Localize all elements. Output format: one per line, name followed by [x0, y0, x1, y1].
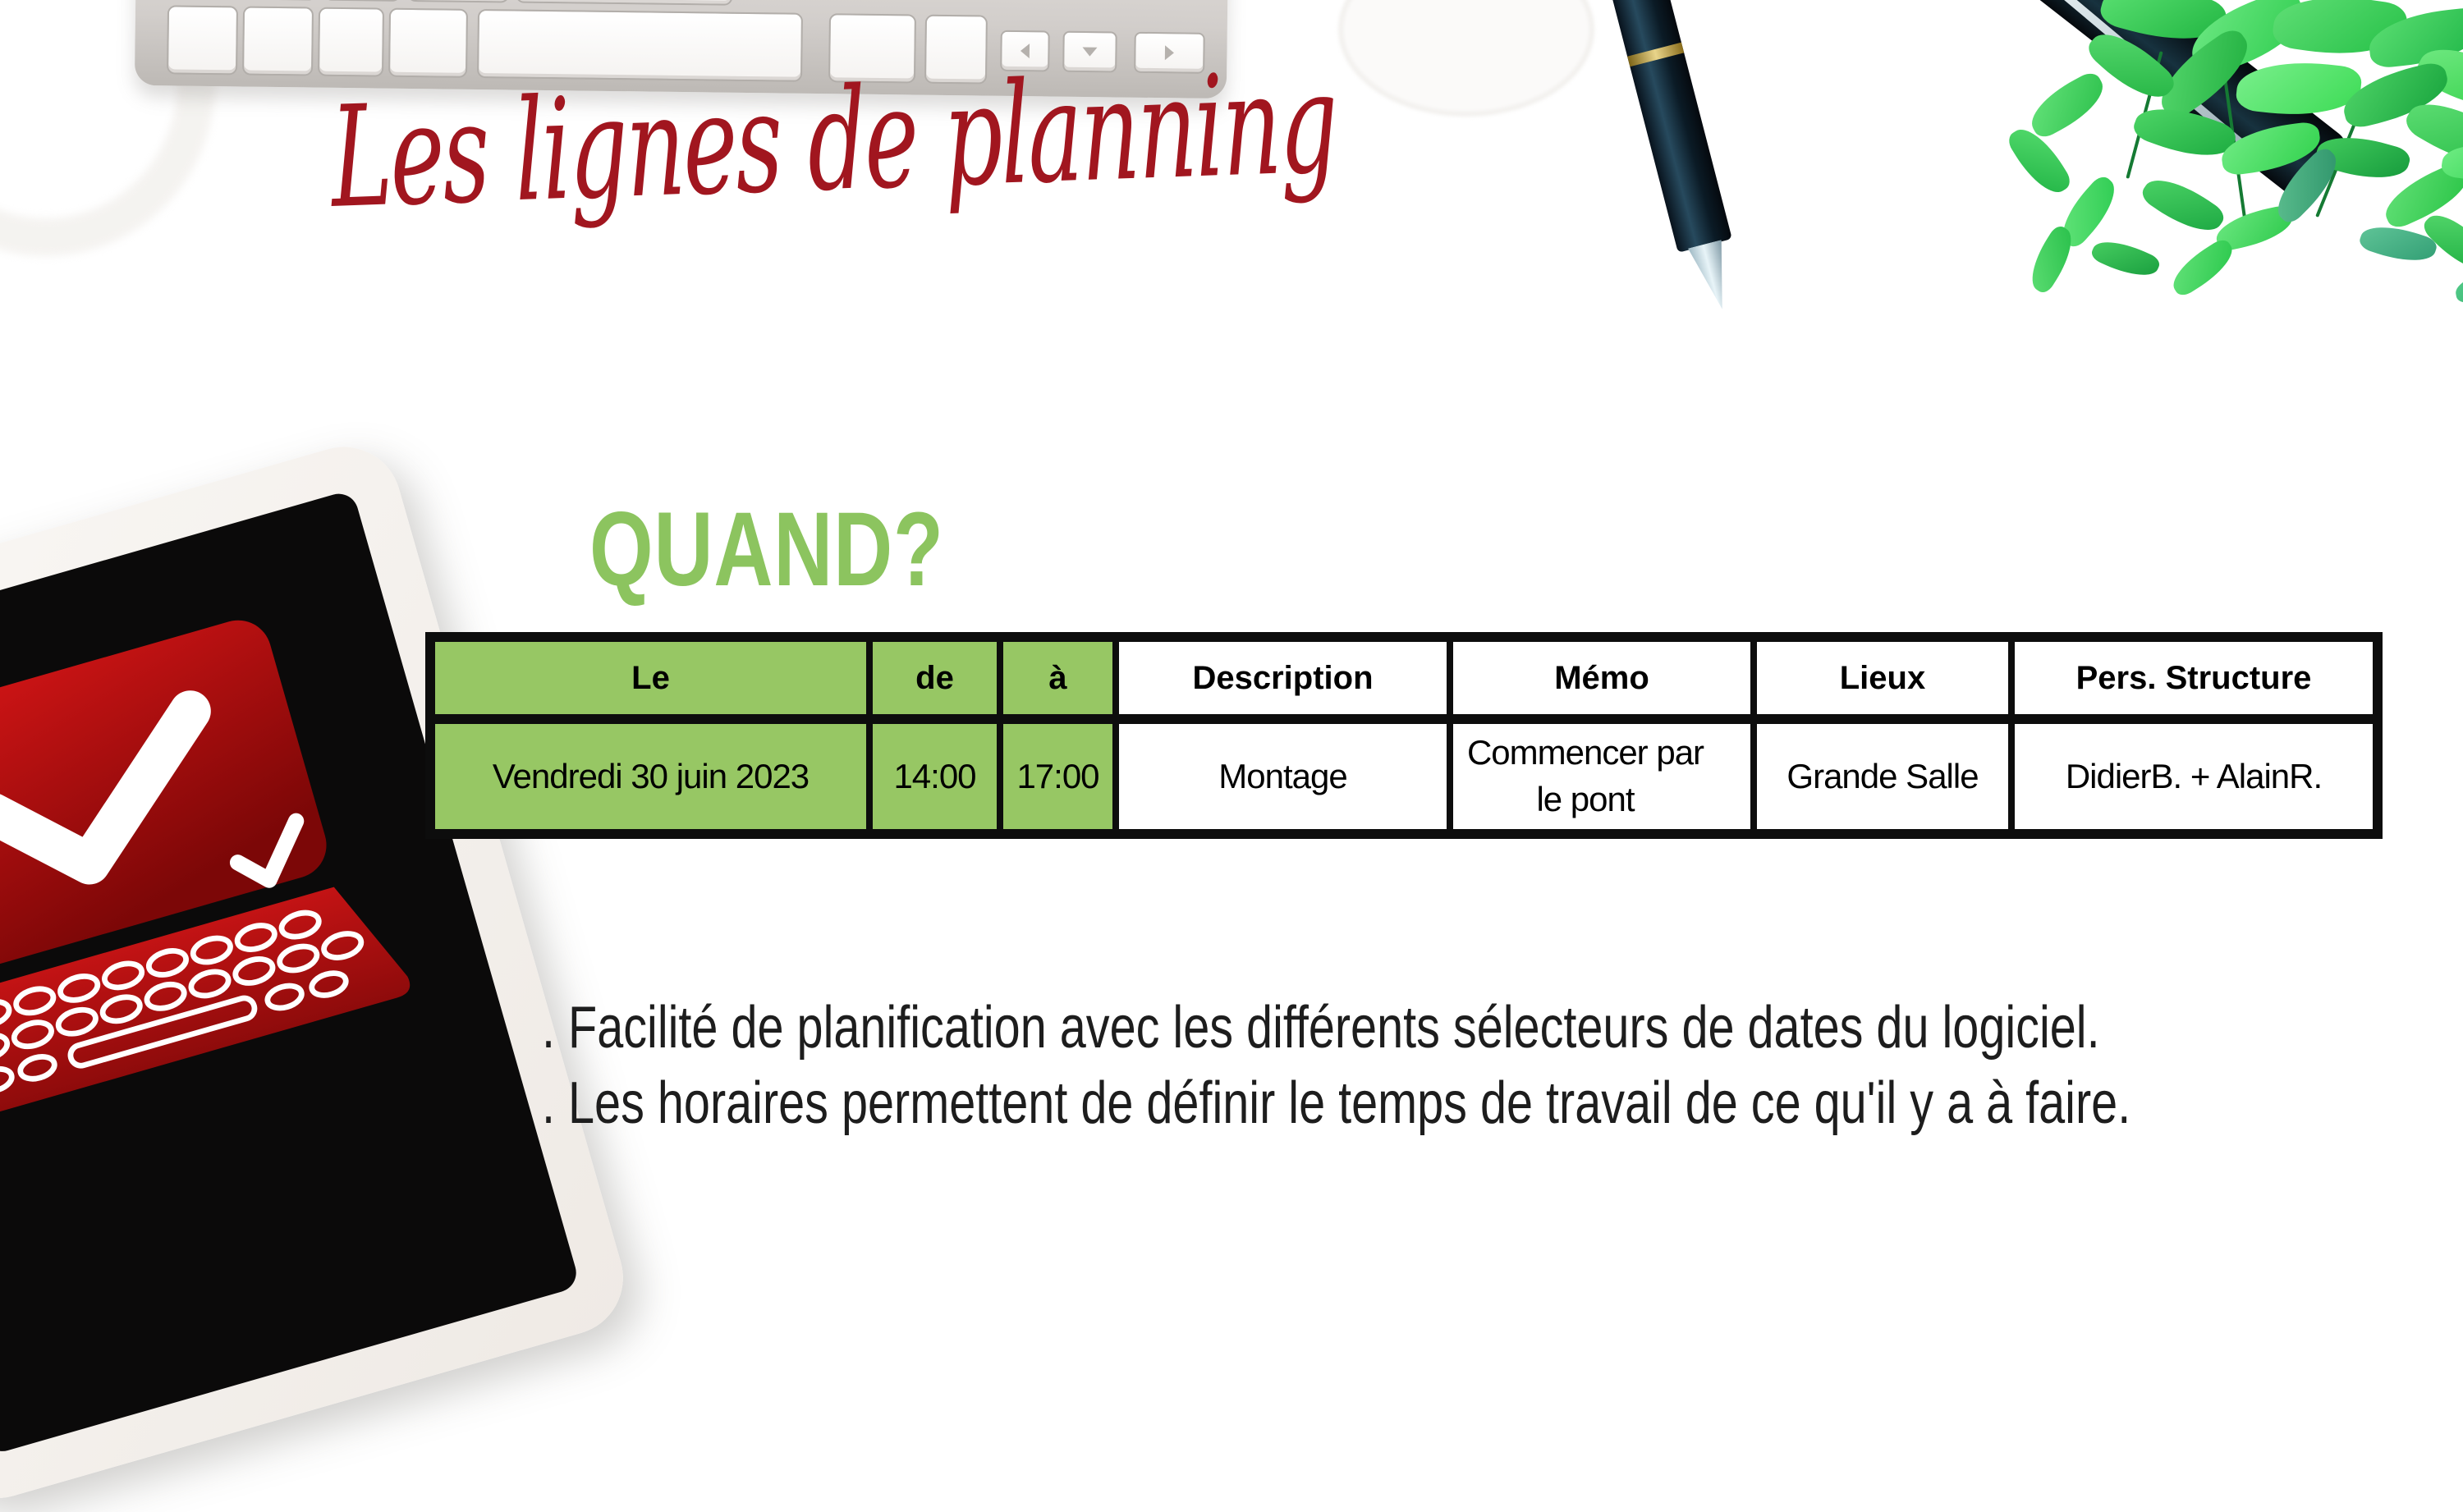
page-title: Les lignes de planning	[328, 42, 1339, 240]
pen-band	[1627, 42, 1685, 67]
cell-date: Vendredi 30 juin 2023	[427, 716, 873, 837]
note-line-1: . Facilité de planification avec les dif…	[542, 995, 2100, 1061]
col-header-lieux: Lieux	[1750, 634, 2015, 724]
table-row: Vendredi 30 juin 2023 14:00 17:00 Montag…	[427, 716, 2381, 837]
table-header-row: Le de à Description Mémo Lieux Pers. Str…	[427, 634, 2381, 724]
col-header-a: à	[997, 634, 1119, 724]
keyboard-key	[240, 0, 319, 1]
memo-text: Commencer par le pont	[1466, 733, 1704, 818]
col-header-le: Le	[427, 634, 873, 724]
col-header-pers-structure: Pers. Structure	[2008, 634, 2381, 724]
keyboard-key	[388, 7, 469, 78]
planning-app-logo	[0, 620, 410, 1120]
checkmark-small-icon	[229, 813, 305, 888]
keyboard-key	[318, 7, 385, 77]
cell-lieux: Grande Salle	[1750, 716, 2015, 837]
keyboard-key	[323, 0, 402, 2]
col-header-memo: Mémo	[1447, 634, 1757, 724]
cell-start-time: 14:00	[866, 716, 1003, 837]
logo-keyboard-keys	[0, 909, 365, 1094]
notes-list: . Facilité de planification avec les dif…	[542, 990, 2463, 1141]
note-line-2: . Les horaires permettent de définir le …	[542, 1070, 2131, 1136]
mouse-photo	[1338, 0, 1594, 117]
cell-end-time: 17:00	[997, 716, 1119, 837]
fountain-pen-photo	[1609, 0, 1732, 253]
col-header-description: Description	[1112, 634, 1453, 724]
keyboard-key	[167, 5, 239, 76]
tablet-screen	[0, 488, 581, 1456]
leaf	[2089, 231, 2163, 286]
tablet-photo	[0, 433, 637, 1512]
col-header-de: de	[866, 634, 1003, 724]
leaf	[2022, 69, 2112, 141]
section-heading: QUAND?	[589, 491, 944, 608]
leaf	[2164, 236, 2241, 300]
cell-pers-structure: DidierB. + AlainR.	[2008, 716, 2381, 837]
keyboard-key	[516, 0, 734, 6]
cell-memo: Commencer par le pont	[1447, 716, 1757, 837]
keyboard-key	[407, 0, 511, 3]
leaf	[2138, 167, 2228, 244]
cell-description: Montage	[1112, 716, 1453, 837]
plant-photo	[1905, 0, 2463, 337]
leaf	[2452, 265, 2463, 305]
logo-screen	[0, 620, 327, 968]
keyboard-key	[242, 6, 314, 76]
checkmark-icon	[0, 690, 211, 885]
planning-table: Le de à Description Mémo Lieux Pers. Str…	[425, 632, 2383, 839]
pen-nib	[1688, 240, 1738, 314]
